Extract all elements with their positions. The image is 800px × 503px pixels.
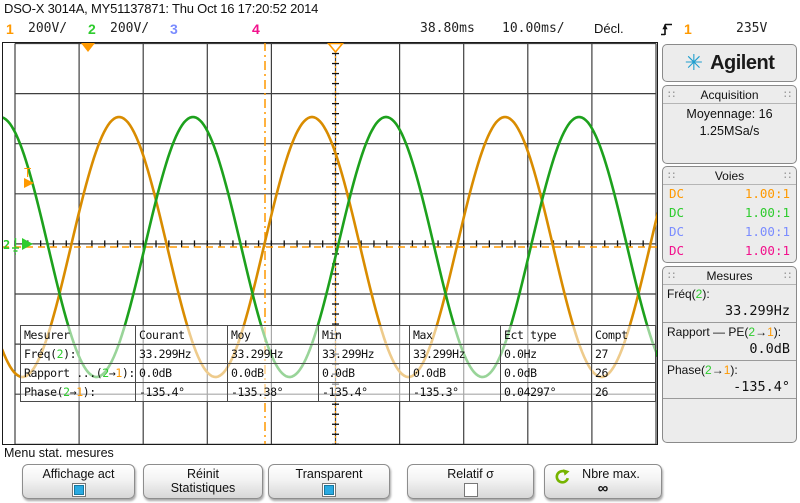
drag-grip-icon: ∷ [668, 170, 675, 182]
drag-grip-icon: ∷ [784, 89, 791, 101]
time-reference-marker[interactable] [326, 42, 345, 54]
measure-rapport: Rapport — PE(2→1): 0.0dB [663, 323, 796, 361]
table-row-rapport: Rapport ...(2→1): 0.0dB 0.0dB 0.0dB 0.0dB … [20, 363, 656, 383]
measure-phase-value: -135.4° [733, 379, 790, 395]
channel-settings-row: 1 200V/ 2 200V/ 3 4 38.80ms 10.00ms/ Déc… [0, 19, 800, 41]
channel-4-coupling-row: DC 1.00:1 [669, 243, 790, 258]
channel-2-coupling-row: DC 1.00:1 [669, 205, 790, 220]
trigger-source-badge[interactable]: 1 [684, 21, 692, 37]
acquisition-mode: Moyennage: 16 [686, 107, 773, 121]
acquisition-title: Acquisition [700, 88, 759, 102]
scope-graticule: T 2 [2, 42, 658, 445]
softkey-reinit-statistiques-button[interactable]: Réinit Statistiques [143, 464, 263, 499]
channel-3-coupling-row: DC 1.00:1 [669, 224, 790, 239]
trigger-mode-label: Décl. [594, 21, 624, 36]
infinity-value: ∞ [597, 480, 609, 497]
waveform-display: T 2 Mesurer Courant Moy Min Max Ect type Co… [2, 42, 658, 445]
channel-2-scale[interactable]: 200V/ [110, 21, 150, 36]
softkey-menu-label: Menu stat. mesures [4, 446, 114, 460]
measure-freq: Fréq(2): 33.299Hz [663, 285, 796, 323]
channel-3-badge[interactable]: 3 [170, 21, 178, 37]
stats-header-row: Mesurer Courant Moy Min Max Ect type Compt [20, 325, 656, 345]
measure-freq-value: 33.299Hz [724, 303, 790, 319]
drag-grip-icon: ∷ [784, 170, 791, 182]
channel-1-badge[interactable]: 1 [6, 21, 14, 37]
softkey-relatif-sigma-button[interactable]: Relatif σ [407, 464, 534, 499]
timebase-readout[interactable]: 10.00ms/ [502, 21, 565, 36]
measurements-title: Mesures [706, 269, 753, 283]
checkbox-unchecked-icon [463, 483, 478, 497]
table-row-freq: Fréq(2): 33.299Hz 33.299Hz 33.299Hz 33.299… [20, 344, 656, 364]
agilent-logo-icon: ✳ [684, 50, 704, 75]
trigger-edge-icon [660, 22, 673, 40]
drag-grip-icon: ∷ [668, 89, 675, 101]
softkey-transparent-button[interactable]: Transparent [268, 464, 390, 499]
trigger-level-marker-label: T [24, 166, 31, 180]
display-border [2, 42, 658, 445]
device-title: DSO-X 3014A, MY51137871: Thu Oct 16 17:2… [4, 1, 319, 16]
channel-1-scale[interactable]: 200V/ [28, 21, 68, 36]
channel-4-badge[interactable]: 4 [252, 21, 260, 37]
checkbox-checked-icon [71, 483, 86, 497]
channel-1-coupling-row: DC 1.00:1 [669, 186, 790, 201]
brand-name: Agilent [710, 51, 775, 74]
channels-title: Voies [714, 169, 745, 183]
measure-rapport-value: 0.0dB [749, 341, 790, 357]
ch1-trace [2, 115, 658, 379]
table-row-phase: Phase(2→1): -135.4° -135.38° -135.4° -135.… [20, 382, 656, 402]
checkbox-checked-icon [322, 483, 336, 497]
channels-panel-header[interactable]: ∷ Voies ∷ [663, 167, 796, 185]
delay-readout[interactable]: 38.80ms [420, 21, 475, 36]
drag-grip-icon: ∷ [784, 270, 791, 282]
softkey-affichage-act-button[interactable]: Affichage act [22, 464, 135, 499]
channels-panel: ∷ Voies ∷ DC 1.00:1 DC 1.00:1 DC 1.00:1 DC 1… [662, 166, 797, 263]
softkey-nbre-max-button[interactable]: Nbre max. ∞ [544, 464, 662, 499]
status-bar: DSO-X 3014A, MY51137871: Thu Oct 16 17:2… [4, 1, 318, 16]
measurement-statistics-table: Mesurer Courant Moy Min Max Ect type Compt … [20, 325, 656, 402]
refresh-icon [554, 469, 571, 488]
trigger-time-marker[interactable] [81, 43, 95, 52]
channel-2-marker-label: 2 [3, 238, 10, 252]
brand-panel: ✳ Agilent [662, 44, 797, 82]
acquisition-panel-header[interactable]: ∷ Acquisition ∷ [663, 86, 796, 104]
channel-2-ground-marker[interactable]: 2 [3, 238, 33, 255]
measurements-panel: ∷ Mesures ∷ Fréq(2): 33.299Hz Rapport — … [662, 266, 797, 443]
measurements-panel-header[interactable]: ∷ Mesures ∷ [663, 267, 796, 285]
trigger-level-marker[interactable] [24, 178, 34, 188]
trigger-level-readout[interactable]: 235V [736, 21, 768, 36]
drag-grip-icon: ∷ [668, 270, 675, 282]
channel-2-marker-arrow [22, 238, 33, 250]
ground-symbol-icon [12, 238, 19, 255]
measure-phase: Phase(2→1): -135.4° [663, 361, 796, 399]
acquisition-panel: ∷ Acquisition ∷ Moyennage: 16 1.25MSa/s [662, 85, 797, 164]
sample-rate: 1.25MSa/s [699, 124, 760, 138]
channel-2-badge[interactable]: 2 [88, 21, 96, 37]
